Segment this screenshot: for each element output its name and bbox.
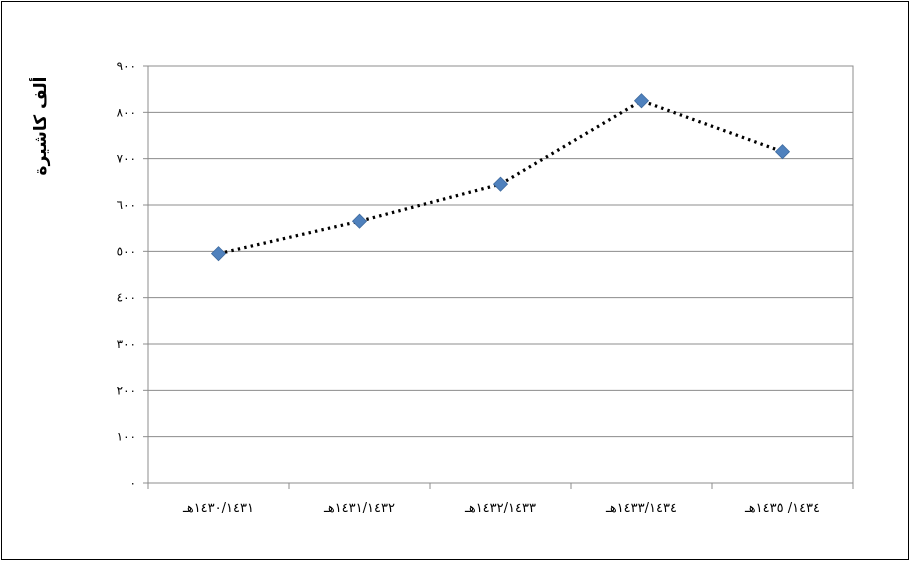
- x-tick-label: ١٤٣٣/١٤٣٤هـ: [605, 501, 677, 516]
- y-tick-label: ٩٠٠: [117, 59, 136, 73]
- y-tick-label: ٢٠٠: [117, 383, 136, 397]
- axes: [147, 65, 854, 484]
- x-tick-label: ١٤٣٠/١٤٣١هـ: [182, 501, 254, 516]
- y-tick-label: ٤٠٠: [117, 291, 136, 305]
- data-point-marker: [351, 213, 368, 229]
- y-axis-label: ألف كاشيرة: [29, 77, 51, 176]
- x-tick-label: ١٤٣١/١٤٣٢هـ: [323, 501, 395, 516]
- gridlines: [148, 65, 853, 438]
- series-group: [210, 93, 791, 262]
- y-tick-label: ١٠٠: [117, 430, 136, 444]
- data-point-marker: [210, 246, 227, 262]
- y-tick-label: ٧٠٠: [117, 152, 136, 166]
- data-point-marker: [774, 144, 791, 160]
- y-axis-ticks: ٠ ١٠٠ ٢٠٠ ٣٠٠ ٤٠٠ ٥٠٠ ٦٠٠ ٧٠٠ ٨٠٠ ٩٠٠: [117, 59, 148, 490]
- y-tick-label: ٨٠٠: [117, 105, 136, 119]
- data-point-marker: [633, 93, 650, 109]
- y-tick-label: ٥٠٠: [117, 244, 136, 258]
- x-axis-ticks: ١٤٣٠/١٤٣١هـ ١٤٣١/١٤٣٢هـ ١٤٣٢/١٤٣٣هـ ١٤٣٣/١٤…: [147, 483, 854, 516]
- x-tick-label: ١٤٣٤/ ١٤٣٥هـ: [744, 501, 820, 516]
- x-tick-label: ١٤٣٢/١٤٣٣هـ: [464, 501, 536, 516]
- plot-area-border: [147, 65, 854, 484]
- y-tick-label: ٦٠٠: [117, 198, 136, 212]
- y-tick-label: ٠: [130, 476, 136, 490]
- data-point-marker: [492, 176, 509, 192]
- y-tick-label: ٣٠٠: [117, 337, 136, 351]
